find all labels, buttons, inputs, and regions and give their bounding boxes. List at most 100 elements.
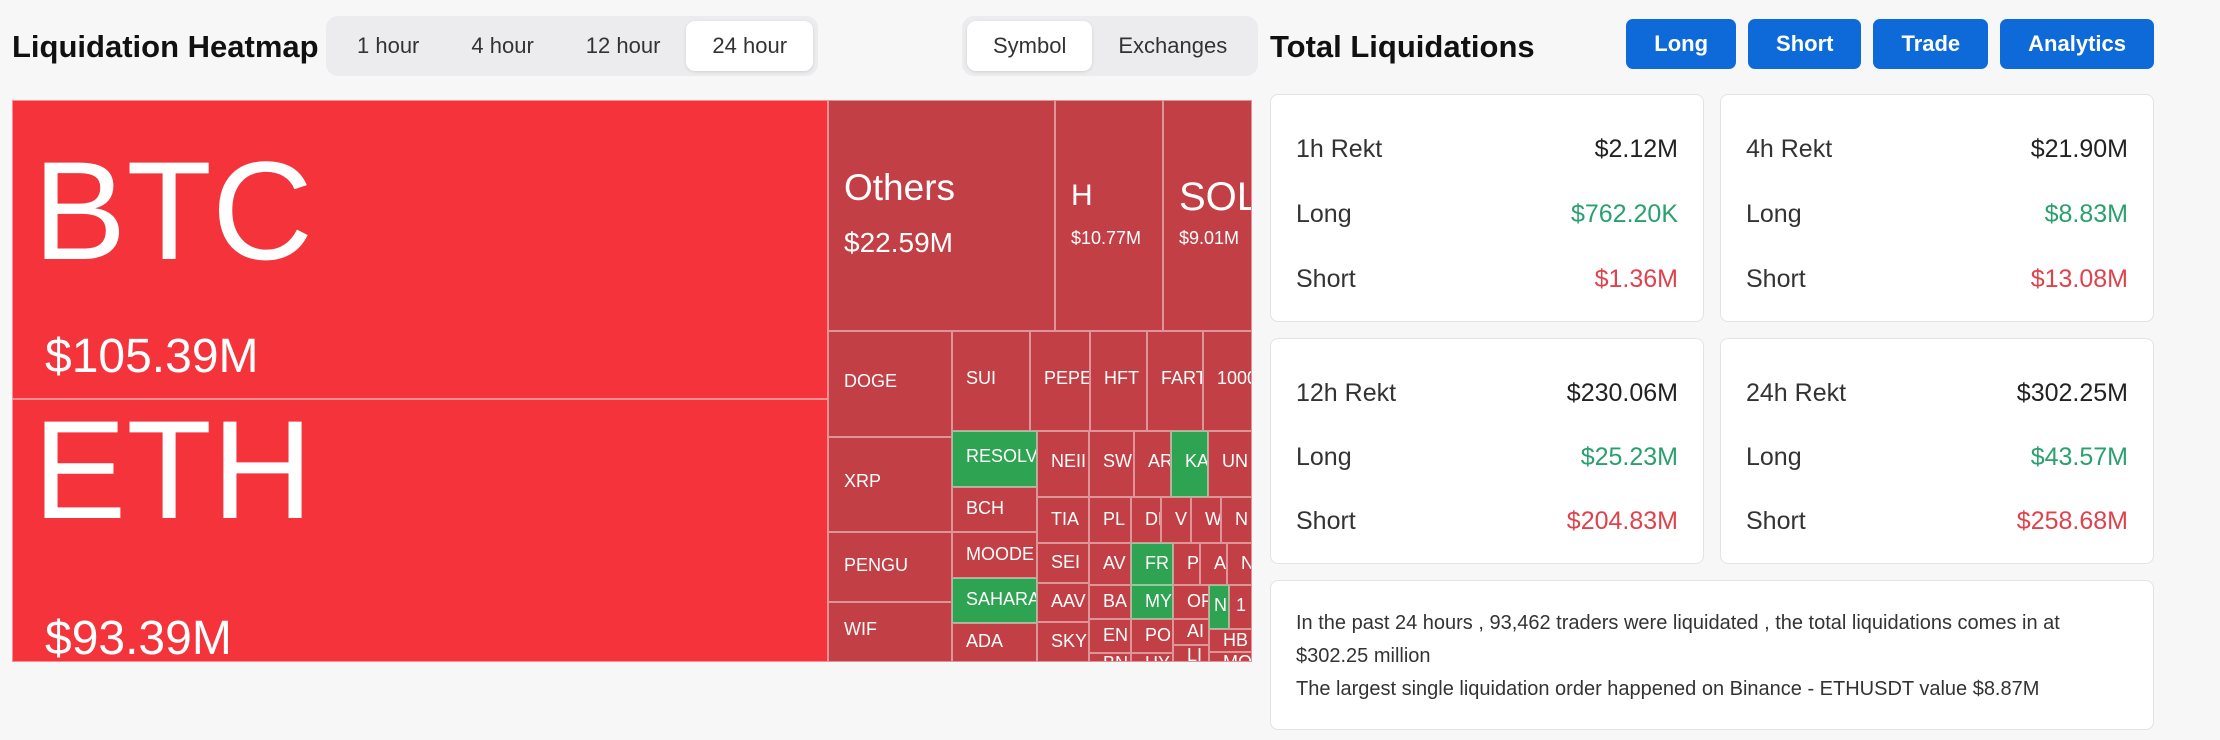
tile-symbol: OF: [1187, 591, 1208, 611]
treemap-tile-of[interactable]: OF: [1173, 585, 1209, 619]
treemap-tile-ba[interactable]: BA: [1089, 585, 1131, 619]
treemap-tile-hb[interactable]: HB: [1209, 629, 1252, 652]
tile-value: $105.39M: [45, 330, 259, 383]
treemap-tile-aav[interactable]: AAV: [1037, 583, 1089, 622]
treemap-tile-bch[interactable]: BCH: [952, 487, 1037, 532]
tile-symbol: DOGE: [844, 371, 898, 391]
treemap-tile-hft[interactable]: HFT: [1090, 331, 1147, 431]
treemap-tile-pl[interactable]: PL: [1089, 497, 1131, 543]
rekt-card-4h: 4h Rekt $21.90M Long $8.83M Short $13.08…: [1720, 94, 2154, 322]
tab-1-hour[interactable]: 1 hour: [357, 33, 420, 58]
treemap-tile-pepe[interactable]: PEPE: [1030, 331, 1090, 431]
treemap-tile-n[interactable]: N: [1227, 543, 1252, 585]
treemap-tile-doge[interactable]: DOGE: [828, 331, 952, 437]
treemap-tile-n[interactable]: N: [1209, 585, 1229, 629]
long-button[interactable]: Long: [1626, 19, 1737, 69]
card-long-row: Long $8.83M: [1746, 194, 2128, 234]
card-short-row: Short $204.83M: [1296, 501, 1678, 541]
card-label: 24h Rekt: [1746, 378, 1847, 407]
treemap-tile-tia[interactable]: TIA: [1037, 497, 1089, 543]
treemap-tile-sei[interactable]: SEI: [1037, 543, 1089, 583]
treemap-tile-pengu[interactable]: PENGU: [828, 532, 952, 602]
view-mode-tabs: Symbol Exchanges: [962, 16, 1259, 76]
treemap-tile-my[interactable]: MY: [1131, 585, 1173, 619]
tile-symbol: BTC: [33, 132, 313, 289]
treemap-tile-ka[interactable]: KA: [1171, 431, 1208, 497]
action-buttons: Long Short Trade Analytics: [1626, 19, 2154, 69]
treemap-tile-ai[interactable]: AI: [1173, 619, 1209, 645]
treemap-tile-1[interactable]: 1: [1229, 585, 1252, 629]
tab-4-hour[interactable]: 4 hour: [471, 33, 534, 58]
treemap-tile-sw[interactable]: SW: [1089, 431, 1134, 497]
treemap-tile-v[interactable]: V: [1161, 497, 1191, 543]
tile-symbol: ADA: [966, 631, 1004, 651]
short-label: Short: [1746, 264, 1806, 293]
tab-symbol[interactable]: Symbol: [967, 21, 1093, 71]
treemap-tile-sui[interactable]: SUI: [952, 331, 1030, 431]
tile-symbol: HB: [1223, 630, 1249, 650]
tab-exchanges[interactable]: Exchanges: [1118, 33, 1228, 58]
treemap-tile-p[interactable]: P: [1173, 543, 1200, 585]
tile-symbol: SKY: [1051, 631, 1088, 651]
treemap-tile-hy[interactable]: HY: [1131, 653, 1173, 662]
summary-line-1: In the past 24 hours , 93,462 traders we…: [1296, 612, 2060, 667]
long-label: Long: [1746, 442, 1802, 471]
treemap-tile-sahara[interactable]: SAHARA: [952, 578, 1037, 623]
treemap-tile-h[interactable]: H $10.77M: [1055, 100, 1163, 331]
treemap-tile-av[interactable]: AV: [1089, 543, 1131, 585]
card-total: $2.12M: [1594, 134, 1678, 163]
treemap-tile-en[interactable]: EN: [1089, 619, 1131, 653]
liquidation-summary: In the past 24 hours , 93,462 traders we…: [1270, 580, 2154, 730]
tile-symbol: RESOLV: [966, 446, 1037, 466]
treemap-tile-bn[interactable]: BN: [1089, 653, 1131, 662]
long-label: Long: [1296, 442, 1352, 471]
tile-value: $9.01M: [1179, 228, 1240, 248]
tile-symbol: XRP: [844, 471, 882, 491]
treemap-tile-btc[interactable]: BTC $105.39M: [12, 100, 828, 399]
tab-12-hour[interactable]: 12 hour: [585, 33, 661, 58]
tile-symbol: Others: [844, 167, 956, 208]
tile-symbol: V: [1175, 509, 1188, 529]
summary-line-2: The largest single liquidation order hap…: [1296, 678, 2040, 700]
treemap-tile-sky[interactable]: SKY: [1037, 622, 1089, 662]
treemap-tile-others[interactable]: Others $22.59M: [828, 100, 1055, 331]
treemap-tile-ar[interactable]: AR: [1134, 431, 1171, 497]
heatmap-header: Liquidation Heatmap 1 hour 4 hour 12 hou…: [12, 16, 1259, 78]
treemap-tile-sol[interactable]: SOL $9.01M: [1163, 100, 1252, 331]
short-value: $258.68M: [2016, 506, 2128, 535]
treemap-tile-li[interactable]: LI: [1173, 645, 1209, 662]
treemap-tile-ada[interactable]: ADA: [952, 623, 1037, 662]
treemap-tile-fr[interactable]: FR: [1131, 543, 1173, 585]
rekt-card-1h: 1h Rekt $2.12M Long $762.20K Short $1.36…: [1270, 94, 1704, 322]
treemap-tile-eth[interactable]: ETH $93.39M: [12, 399, 828, 662]
treemap-tile-moode[interactable]: MOODE: [952, 532, 1037, 578]
tile-symbol: KA: [1185, 451, 1208, 471]
treemap-tile-neii[interactable]: NEII: [1037, 431, 1089, 497]
rekt-card-12h: 12h Rekt $230.06M Long $25.23M Short $20…: [1270, 338, 1704, 564]
treemap-tile-w[interactable]: W: [1191, 497, 1221, 543]
treemap-tile-resolv[interactable]: RESOLV: [952, 431, 1037, 487]
tile-symbol: P: [1187, 553, 1200, 573]
analytics-button[interactable]: Analytics: [2000, 19, 2154, 69]
treemap-tile-mo[interactable]: MO: [1209, 652, 1252, 662]
tile-symbol: WIF: [844, 619, 877, 639]
trade-button[interactable]: Trade: [1873, 19, 1989, 69]
short-button[interactable]: Short: [1748, 19, 1862, 69]
tile-symbol: SW: [1103, 451, 1132, 471]
treemap-tile-wif[interactable]: WIF: [828, 602, 952, 662]
treemap-tile-1000[interactable]: 1000: [1203, 331, 1252, 431]
tile-symbol: HY: [1145, 654, 1170, 661]
long-label: Long: [1296, 199, 1352, 228]
tile-value: $22.59M: [844, 227, 953, 258]
rekt-card-24h: 24h Rekt $302.25M Long $43.57M Short $25…: [1720, 338, 2154, 564]
treemap-tile-a[interactable]: A: [1200, 543, 1227, 585]
treemap-tile-dn[interactable]: DN: [1131, 497, 1161, 543]
treemap-tile-xrp[interactable]: XRP: [828, 437, 952, 532]
tab-24-hour[interactable]: 24 hour: [686, 21, 814, 71]
treemap-tile-un[interactable]: UN: [1208, 431, 1252, 497]
long-label: Long: [1746, 199, 1802, 228]
treemap-tile-n[interactable]: N: [1221, 497, 1252, 543]
treemap-tile-po[interactable]: PO: [1131, 619, 1173, 653]
treemap-tile-fart[interactable]: FART: [1147, 331, 1203, 431]
card-short-row: Short $1.36M: [1296, 259, 1678, 299]
